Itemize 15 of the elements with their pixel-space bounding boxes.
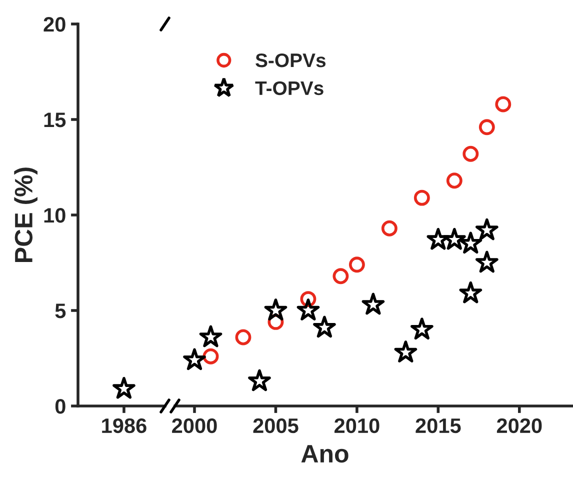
legend-label: S-OPVs: [256, 53, 326, 68]
legend-label: T-OPVs: [255, 81, 324, 96]
y-tick-label: 15: [44, 112, 66, 128]
x-tick-label: 1986: [102, 418, 146, 434]
x-tick-label: 2005: [253, 418, 298, 434]
y-axis-title: PCE (%): [14, 168, 38, 262]
x-tick-label: 2020: [496, 418, 542, 434]
x-tick-label: 2000: [172, 418, 217, 434]
x-axis-title: Ano: [301, 445, 348, 463]
x-tick-label: 2015: [416, 418, 461, 434]
y-tick-label: 5: [55, 304, 66, 318]
y-tick-label: 0: [55, 399, 66, 414]
x-tick-label: 2010: [334, 418, 380, 434]
y-tick-label: 20: [44, 17, 66, 32]
y-tick-label: 10: [44, 208, 66, 223]
